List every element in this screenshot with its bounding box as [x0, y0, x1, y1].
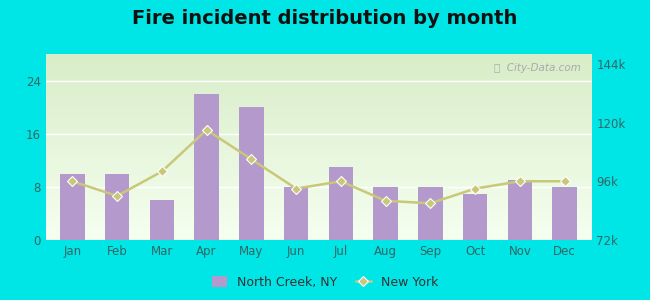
Bar — [239, 107, 264, 240]
Bar — [284, 187, 309, 240]
Bar — [328, 167, 353, 240]
Bar — [150, 200, 174, 240]
Bar — [194, 94, 219, 240]
Bar — [463, 194, 488, 240]
Bar — [373, 187, 398, 240]
Text: Fire incident distribution by month: Fire incident distribution by month — [133, 9, 517, 28]
Text: ⓘ  City-Data.com: ⓘ City-Data.com — [494, 63, 580, 73]
Legend: North Creek, NY, New York: North Creek, NY, New York — [207, 271, 443, 294]
Bar — [105, 174, 129, 240]
Bar — [60, 174, 84, 240]
Bar — [418, 187, 443, 240]
Bar — [552, 187, 577, 240]
Bar — [508, 180, 532, 240]
